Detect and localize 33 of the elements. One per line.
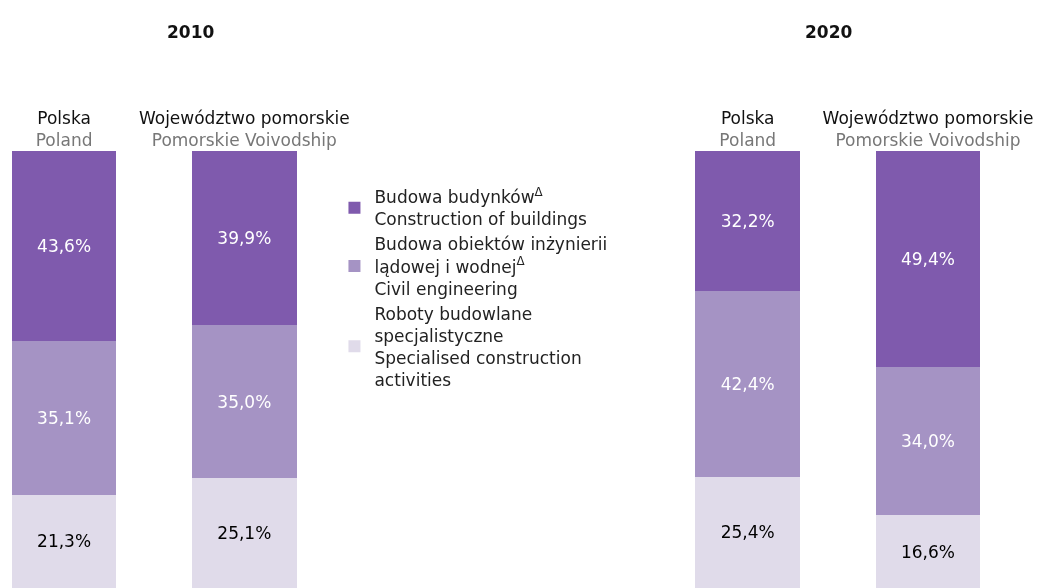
legend-label: Budowa obiektów inżynierii lądowej i wodnej$^{Δ}$ Civil engineering (374, 234, 608, 299)
legend-label: Roboty budowlane specjalistyczne Specialised construction activities (374, 303, 582, 391)
data-label: 42,4% (720, 374, 775, 395)
bar (695, 291, 801, 477)
x-tick-label: Polska Poland (719, 108, 777, 151)
x-tick-label: Województwo pomorskie Pomorskie Voivodship (822, 108, 1034, 151)
bar (11, 150, 117, 342)
data-label: 35,1% (37, 408, 92, 429)
data-label: 49,4% (900, 248, 955, 269)
bar (875, 366, 981, 516)
data-label: 16,6% (900, 541, 955, 562)
bar (192, 478, 297, 588)
data-label: 34,0% (900, 431, 955, 452)
bar (695, 150, 801, 292)
data-label: 32,2% (720, 211, 775, 232)
x-tick-label: Polska Poland (35, 108, 93, 151)
data-label: 35,0% (217, 391, 272, 412)
data-label: 43,6% (37, 235, 92, 256)
bar (875, 515, 981, 588)
legend-label: Budowa budynków$^{Δ}$ Construction of buildings (374, 185, 587, 230)
data-label: 25,4% (720, 522, 775, 543)
chart-title: 2010 (167, 22, 215, 42)
bar (875, 150, 981, 367)
bar (11, 494, 117, 588)
data-label: 21,3% (37, 531, 92, 552)
x-tick-label: Województwo pomorskie Pomorskie Voivodship (138, 108, 350, 151)
bar (192, 325, 297, 479)
chart-title: 2020 (805, 22, 853, 42)
data-label: 25,1% (217, 523, 272, 544)
bar (11, 341, 117, 495)
bar (695, 476, 801, 588)
data-label: 39,9% (217, 227, 272, 248)
bar (192, 150, 297, 326)
